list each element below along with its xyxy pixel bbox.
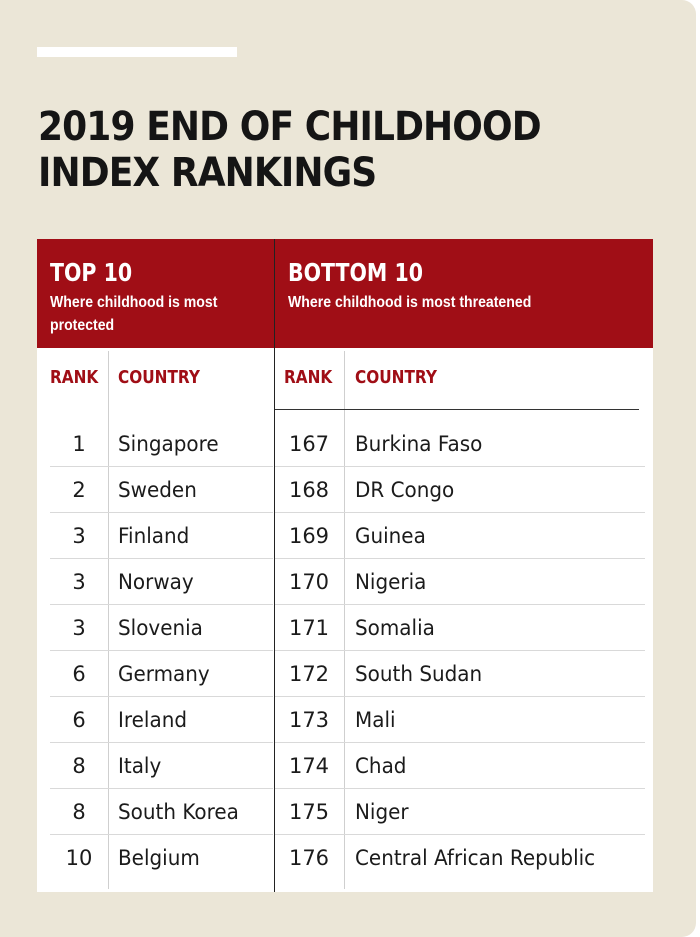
- top-country-cell: South Korea: [118, 800, 239, 824]
- row-divider: [275, 788, 645, 789]
- top-country-cell: Italy: [118, 754, 162, 778]
- top-rank-cell: 3: [72, 524, 86, 548]
- row-divider: [275, 650, 645, 651]
- table-row: 3 Slovenia 171 Somalia: [37, 605, 653, 651]
- row-divider: [50, 834, 273, 835]
- bottom-rank-cell: 175: [288, 800, 330, 824]
- bottom-country-cell: Mali: [355, 708, 396, 732]
- top-country-cell: Sweden: [118, 478, 197, 502]
- top-country-cell: Norway: [118, 570, 194, 594]
- table-row: 8 South Korea 175 Niger: [37, 789, 653, 835]
- top-rank-cell: 6: [72, 708, 86, 732]
- top-rank-cell: 2: [72, 478, 86, 502]
- bottom-10-subheading: Where childhood is most threatened: [288, 294, 532, 311]
- table-row: 6 Ireland 173 Mali: [37, 697, 653, 743]
- top-rank-cell: 10: [65, 846, 93, 870]
- top-rank-cell: 6: [72, 662, 86, 686]
- top-column-divider: [108, 351, 109, 889]
- column-header-underline: [275, 409, 639, 410]
- top-rank-cell: 1: [72, 432, 86, 456]
- top-country-cell: Finland: [118, 524, 190, 548]
- row-divider: [50, 558, 273, 559]
- row-divider: [50, 742, 273, 743]
- row-divider: [50, 788, 273, 789]
- bottom-country-cell: Central African Republic: [355, 846, 596, 870]
- bottom-rank-cell: 174: [288, 754, 330, 778]
- bottom-rank-cell: 169: [288, 524, 330, 548]
- top-country-cell: Belgium: [118, 846, 200, 870]
- table-row: 2 Sweden 168 DR Congo: [37, 467, 653, 513]
- bottom-country-cell: DR Congo: [355, 478, 455, 502]
- bottom-rank-cell: 172: [288, 662, 330, 686]
- table-row: 10 Belgium 176 Central African Republic: [37, 835, 653, 881]
- bottom-10-header: BOTTOM 10 Where childhood is most threat…: [275, 239, 653, 348]
- bottom-column-divider: [344, 351, 345, 889]
- top-country-cell: Singapore: [118, 432, 219, 456]
- top-country-column-header: COUNTRY: [118, 367, 200, 388]
- top-country-cell: Ireland: [118, 708, 188, 732]
- row-divider: [275, 604, 645, 605]
- top-rank-cell: 8: [72, 800, 86, 824]
- row-divider: [275, 466, 645, 467]
- table-row: 8 Italy 174 Chad: [37, 743, 653, 789]
- bottom-country-cell: Guinea: [355, 524, 426, 548]
- top-10-header: TOP 10 Where childhood is most protected: [37, 239, 274, 348]
- top-country-cell: Germany: [118, 662, 210, 686]
- row-divider: [50, 466, 273, 467]
- table-row: 1 Singapore 167 Burkina Faso: [37, 421, 653, 467]
- row-divider: [50, 512, 273, 513]
- bottom-country-cell: Chad: [355, 754, 407, 778]
- table-row: 3 Finland 169 Guinea: [37, 513, 653, 559]
- accent-bar: [37, 47, 237, 57]
- bottom-rank-column-header: RANK: [284, 367, 333, 388]
- row-divider: [50, 696, 273, 697]
- top-country-cell: Slovenia: [118, 616, 203, 640]
- bottom-country-cell: Somalia: [355, 616, 435, 640]
- bottom-rank-cell: 176: [288, 846, 330, 870]
- row-divider: [275, 696, 645, 697]
- bottom-rank-cell: 171: [288, 616, 330, 640]
- rankings-table: TOP 10 Where childhood is most protected…: [37, 239, 653, 892]
- bottom-country-cell: Niger: [355, 800, 409, 824]
- top-10-subheading: Where childhood is most protected: [50, 294, 218, 334]
- row-divider: [275, 558, 645, 559]
- table-row: 6 Germany 172 South Sudan: [37, 651, 653, 697]
- center-divider: [274, 239, 275, 892]
- bottom-country-cell: Nigeria: [355, 570, 427, 594]
- row-divider: [50, 650, 273, 651]
- page-title: 2019 END OF CHILDHOOD INDEX RANKINGS: [38, 104, 542, 196]
- top-rank-cell: 3: [72, 616, 86, 640]
- row-divider: [275, 512, 645, 513]
- bottom-country-cell: South Sudan: [355, 662, 483, 686]
- table-header: TOP 10 Where childhood is most protected…: [37, 239, 653, 348]
- bottom-country-column-header: COUNTRY: [355, 367, 437, 388]
- bottom-country-cell: Burkina Faso: [355, 432, 483, 456]
- row-divider: [275, 742, 645, 743]
- bottom-rank-cell: 168: [288, 478, 330, 502]
- table-row: 3 Norway 170 Nigeria: [37, 559, 653, 605]
- row-divider: [275, 834, 645, 835]
- top-rank-cell: 8: [72, 754, 86, 778]
- top-rank-cell: 3: [72, 570, 86, 594]
- row-divider: [50, 604, 273, 605]
- top-rank-column-header: RANK: [50, 367, 99, 388]
- bottom-rank-cell: 167: [288, 432, 330, 456]
- bottom-10-heading: BOTTOM 10: [288, 258, 423, 287]
- bottom-rank-cell: 170: [288, 570, 330, 594]
- bottom-rank-cell: 173: [288, 708, 330, 732]
- top-10-heading: TOP 10: [50, 258, 133, 287]
